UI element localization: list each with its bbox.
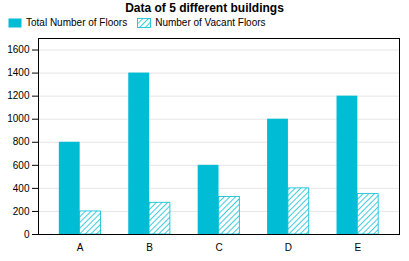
svg-text:E: E bbox=[355, 242, 362, 253]
html-text:Number of Vacant Floors: Number of Vacant Floors bbox=[155, 17, 266, 28]
svg-text:1000: 1000 bbox=[7, 113, 30, 124]
svg-text:1200: 1200 bbox=[7, 90, 30, 101]
svg-text:1600: 1600 bbox=[7, 44, 30, 55]
svg-text:B: B bbox=[146, 242, 153, 253]
svg-text:D: D bbox=[285, 242, 292, 253]
svg-text:A: A bbox=[77, 242, 84, 253]
html-text:Data of 5 different buildings: Data of 5 different buildings bbox=[125, 1, 284, 15]
svg-text:C: C bbox=[215, 242, 222, 253]
svg-text:200: 200 bbox=[13, 206, 30, 217]
html-text:Total Number of Floors: Total Number of Floors bbox=[26, 17, 128, 28]
svg-text:600: 600 bbox=[13, 160, 30, 171]
svg-text:1400: 1400 bbox=[7, 67, 30, 78]
svg-text:800: 800 bbox=[13, 136, 30, 147]
svg-text:400: 400 bbox=[13, 183, 30, 194]
svg-text:0: 0 bbox=[24, 229, 30, 240]
